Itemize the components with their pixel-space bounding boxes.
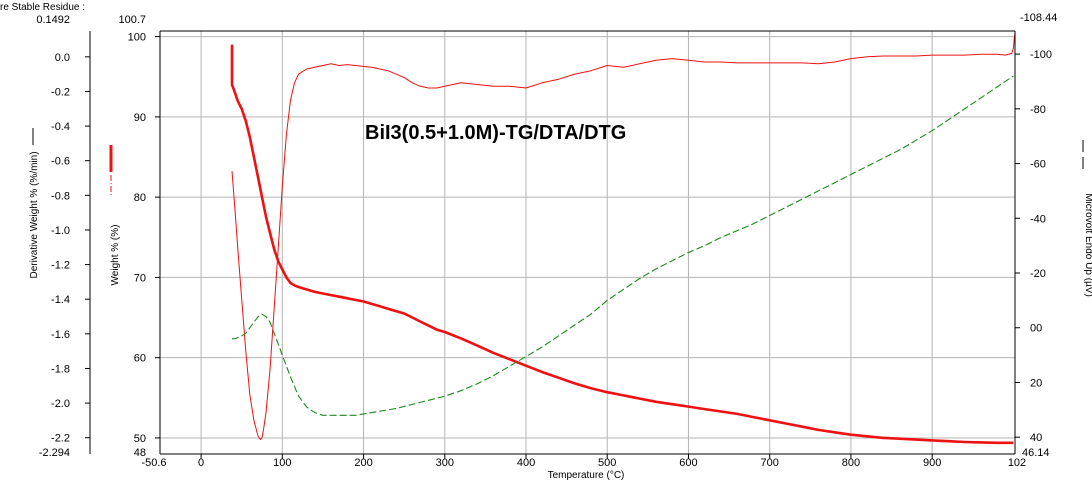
right-tick-label: -20 — [1030, 268, 1046, 280]
x-min-label: -50.6 — [141, 457, 166, 469]
left-outer-tick-label: 0.0 — [55, 52, 70, 64]
left-outer-tick-label: -0.2 — [51, 86, 70, 98]
x-tick-label: 200 — [354, 457, 372, 469]
x-axis-title: Temperature (°C) — [548, 470, 625, 480]
chart-title: BiI3(0.5+1.0M)-TG/DTA/DTG — [365, 122, 626, 144]
right-tick-label: -40 — [1030, 213, 1046, 225]
x-tick-label: 600 — [679, 457, 697, 469]
right-min-label: 46.14 — [1022, 447, 1050, 459]
left-outer-min-label: -2.294 — [39, 447, 70, 459]
left-outer-tick-label: -0.4 — [51, 121, 70, 133]
right-tick-label: 20 — [1030, 377, 1042, 389]
left-outer-tick-label: -2.0 — [51, 398, 70, 410]
left-inner-axis-title: Weight % (%) — [110, 225, 121, 286]
left-outer-tick-label: -1.0 — [51, 225, 70, 237]
x-tick-label: 100 — [273, 457, 291, 469]
left-outer-axis-title: Derivative Weight % (%/min) — [29, 151, 40, 278]
left-inner-min-label: 48 — [134, 447, 146, 459]
right-tick-label: -80 — [1030, 104, 1046, 116]
dta-microvolt-line — [232, 75, 1014, 416]
left-outer-tick-label: -1.4 — [51, 294, 70, 306]
x-max-label: 102 — [1008, 457, 1026, 469]
header-fragment: re Stable Residue : — [0, 2, 85, 13]
series-layer — [230, 32, 1016, 445]
tg-weight-line — [230, 44, 1014, 445]
right-axis-title: Microvolt Endo Up (µV) — [1083, 193, 1092, 297]
left-outer-tick-label: -0.8 — [51, 190, 70, 202]
right-tick-label: -60 — [1030, 159, 1046, 171]
left-outer-tick-label: -1.2 — [51, 260, 70, 272]
left-outer-max-label: 0.1492 — [36, 14, 70, 26]
grid — [160, 31, 1015, 454]
left-inner-tick-label: 90 — [134, 112, 146, 124]
right-tick-label: 40 — [1030, 432, 1042, 444]
x-tick-label: 400 — [517, 457, 535, 469]
right-tick-label: -100 — [1030, 49, 1052, 61]
x-tick-label: 700 — [761, 457, 779, 469]
x-tick-label: 300 — [436, 457, 454, 469]
x-tick-label: 900 — [923, 457, 941, 469]
left-inner-tick-label: 60 — [134, 353, 146, 365]
left-inner-tick-label: 50 — [134, 433, 146, 445]
left-outer-tick-label: -1.6 — [51, 329, 70, 341]
x-tick-label: 500 — [598, 457, 616, 469]
dtg-derivative-line — [231, 32, 1016, 440]
axes-layer: 0 100 200 300 400 500 600 700 800 900 -50.6 102 0.0 -… — [36, 12, 1057, 469]
plot-area — [160, 31, 1015, 454]
right-max-label: -108.44 — [1020, 12, 1057, 24]
right-tick-label: 00 — [1030, 323, 1042, 335]
left-outer-tick-label: -0.6 — [51, 156, 70, 168]
x-tick-label: 0 — [198, 457, 204, 469]
left-inner-max-label: 100.7 — [118, 14, 146, 26]
left-inner-tick-label: 70 — [134, 272, 146, 284]
left-inner-tick-label: 100 — [128, 32, 146, 44]
x-tick-label: 800 — [842, 457, 860, 469]
left-outer-tick-label: -2.2 — [51, 433, 70, 445]
left-inner-tick-label: 80 — [134, 192, 146, 204]
left-outer-tick-label: -1.8 — [51, 363, 70, 375]
